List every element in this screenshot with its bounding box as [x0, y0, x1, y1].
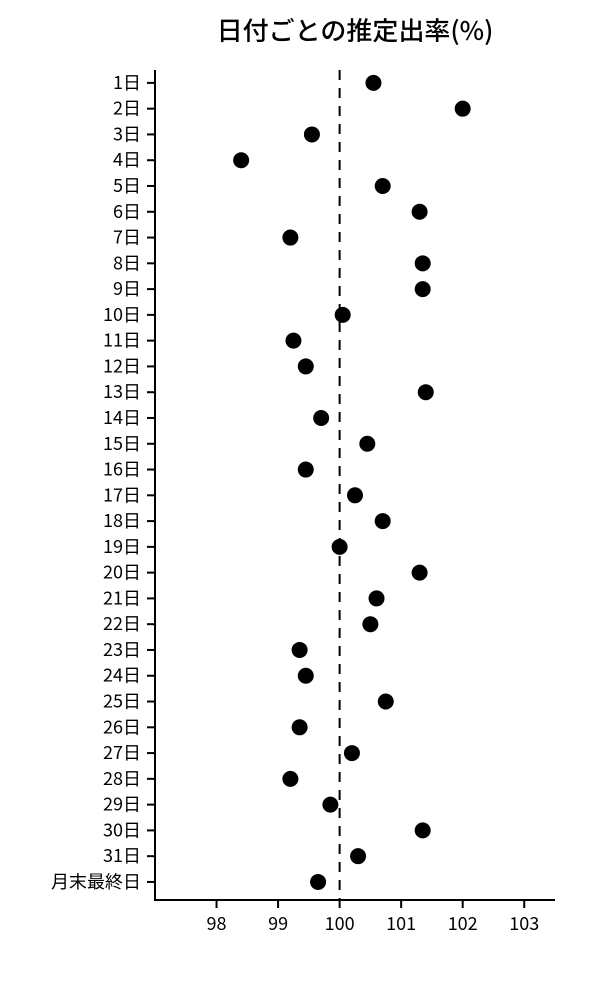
y-tick-label: 1日	[113, 69, 141, 95]
chart-title: 日付ごとの推定出率(%)	[217, 11, 494, 48]
data-point	[282, 230, 298, 246]
x-tick-label: 99	[268, 910, 288, 936]
data-point	[362, 616, 378, 632]
y-tick-label: 12日	[103, 352, 141, 378]
y-tick-label: 5日	[113, 172, 141, 198]
y-tick-label: 31日	[103, 842, 141, 868]
y-tick-label: 19日	[103, 533, 141, 559]
x-tick-label: 102	[448, 910, 478, 936]
data-point	[322, 797, 338, 813]
y-tick-label: 3日	[113, 120, 141, 146]
data-point	[310, 874, 326, 890]
x-tick-label: 98	[207, 910, 227, 936]
data-point	[285, 333, 301, 349]
data-point	[415, 255, 431, 271]
y-tick-label: 20日	[103, 559, 141, 585]
y-tick-label: 15日	[103, 430, 141, 456]
data-point	[292, 642, 308, 658]
y-tick-label: 11日	[103, 327, 141, 353]
data-point	[412, 204, 428, 220]
y-tick-label: 2日	[113, 95, 141, 121]
data-point	[359, 436, 375, 452]
y-tick-label: 26日	[103, 713, 141, 739]
dot-chart: 日付ごとの推定出率(%) 98 99 100 101 102 103 1日2日3日4日5日6日…	[0, 0, 600, 1000]
y-tick-label: 8日	[113, 249, 141, 275]
y-tick-label: 24日	[103, 662, 141, 688]
y-tick-label: 7日	[113, 224, 141, 250]
data-point	[282, 771, 298, 787]
data-point	[378, 694, 394, 710]
y-tick-label: 29日	[103, 791, 141, 817]
y-tick-label: 18日	[103, 507, 141, 533]
data-point	[412, 565, 428, 581]
data-point	[369, 590, 385, 606]
data-point	[335, 307, 351, 323]
data-point	[347, 487, 363, 503]
x-tick-label: 103	[509, 910, 539, 936]
data-point	[455, 101, 471, 117]
data-point	[365, 75, 381, 91]
data-point	[415, 281, 431, 297]
data-point	[298, 358, 314, 374]
data-point	[233, 152, 249, 168]
y-tick-label: 9日	[113, 275, 141, 301]
y-tick-label: 月末最終日	[51, 868, 141, 894]
y-tick-label: 13日	[103, 378, 141, 404]
y-tick-label: 6日	[113, 198, 141, 224]
data-point	[292, 719, 308, 735]
y-tick-label: 30日	[103, 816, 141, 842]
x-tick-label: 101	[386, 910, 416, 936]
data-point	[375, 178, 391, 194]
data-point	[415, 822, 431, 838]
y-tick-label: 10日	[103, 301, 141, 327]
y-tick-label: 17日	[103, 481, 141, 507]
y-tick-label: 27日	[103, 739, 141, 765]
y-tick-label: 16日	[103, 456, 141, 482]
data-point	[332, 539, 348, 555]
y-tick-label: 21日	[103, 584, 141, 610]
data-point	[418, 384, 434, 400]
data-point	[298, 462, 314, 478]
y-tick-label: 4日	[113, 146, 141, 172]
y-tick-label: 28日	[103, 765, 141, 791]
data-point	[344, 745, 360, 761]
data-point	[350, 848, 366, 864]
data-point	[375, 513, 391, 529]
data-point	[313, 410, 329, 426]
y-tick-label: 25日	[103, 688, 141, 714]
y-tick-label: 22日	[103, 610, 141, 636]
y-tick-label: 23日	[103, 636, 141, 662]
x-tick-label: 100	[325, 910, 355, 936]
bg	[0, 0, 600, 1000]
chart-container: 日付ごとの推定出率(%) 98 99 100 101 102 103 1日2日3日4日5日6日…	[0, 0, 600, 1000]
y-tick-label: 14日	[103, 404, 141, 430]
data-point	[298, 668, 314, 684]
data-point	[304, 126, 320, 142]
